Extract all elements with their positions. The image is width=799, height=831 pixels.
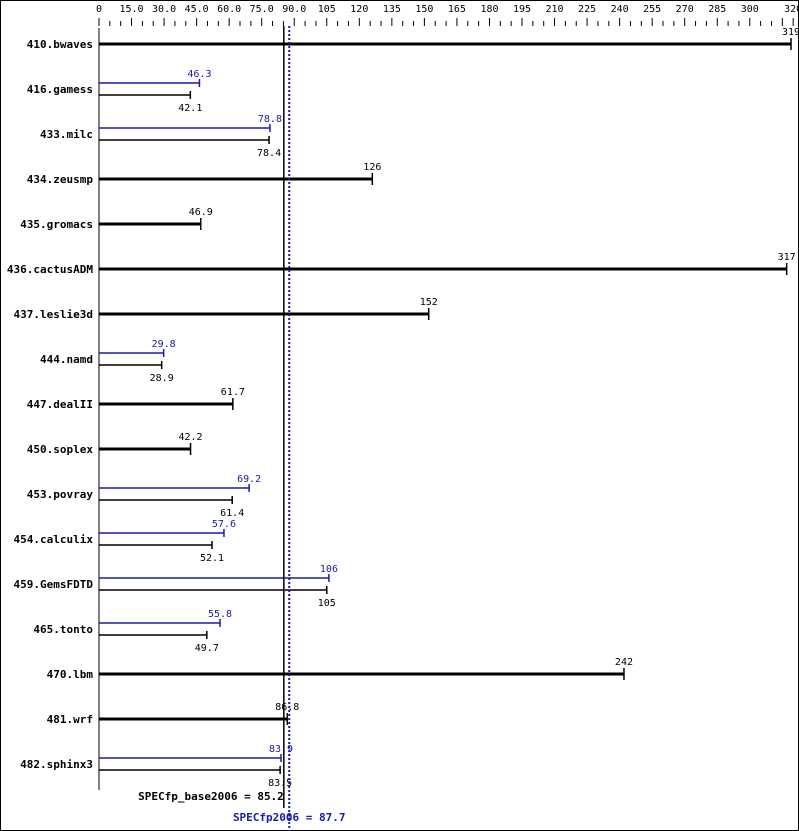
x-tick-label: 320 (784, 4, 799, 15)
base-value-label: 83.5 (268, 778, 292, 789)
base-value-label: 152 (420, 297, 438, 308)
peak-value-label: 55.8 (208, 609, 232, 620)
base-value-label: 78.4 (257, 148, 281, 159)
x-tick-label: 90.0 (282, 4, 306, 15)
base-value-label: 52.1 (200, 553, 224, 564)
base-value-label: 126 (363, 162, 381, 173)
category-label: 416.gamess (27, 83, 93, 96)
x-tick-label: 285 (708, 4, 726, 15)
base-reference-label: SPECfp_base2006 = 85.2 (138, 790, 284, 803)
x-tick-label: 195 (513, 4, 531, 15)
peak-value-label: 46.3 (187, 69, 211, 80)
x-tick-label: 225 (578, 4, 596, 15)
category-label: 453.povray (27, 488, 94, 501)
peak-value-label: 57.6 (212, 519, 236, 530)
peak-value-label: 69.2 (237, 474, 261, 485)
category-label: 459.GemsFDTD (14, 578, 94, 591)
peak-reference-label: SPECfp2006 = 87.7 (233, 811, 346, 824)
category-label: 436.cactusADM (7, 263, 93, 276)
base-value-label: 42.1 (178, 103, 202, 114)
peak-value-label: 106 (320, 564, 338, 575)
category-label: 482.sphinx3 (20, 758, 93, 771)
x-tick-label: 210 (546, 4, 564, 15)
x-tick-label: 150 (415, 4, 433, 15)
peak-value-label: 78.8 (258, 114, 282, 125)
base-value-label: 242 (615, 657, 633, 668)
x-tick-label: 240 (611, 4, 629, 15)
category-label: 454.calculix (14, 533, 94, 546)
x-tick-label: 105 (318, 4, 336, 15)
category-label: 444.namd (40, 353, 93, 366)
category-label: 470.lbm (47, 668, 94, 681)
x-tick-label: 120 (350, 4, 368, 15)
category-label: 481.wrf (47, 713, 93, 726)
x-tick-label: 255 (643, 4, 661, 15)
category-label: 465.tonto (33, 623, 93, 636)
base-value-label: 28.9 (150, 373, 174, 384)
base-value-label: 317 (778, 252, 796, 263)
base-value-label: 86.8 (275, 702, 299, 713)
base-value-label: 61.7 (221, 387, 245, 398)
category-label: 437.leslie3d (14, 308, 93, 321)
category-label: 450.soplex (27, 443, 94, 456)
base-value-label: 46.9 (189, 207, 213, 218)
base-value-label: 319 (782, 27, 799, 38)
x-tick-label: 270 (676, 4, 694, 15)
base-value-label: 105 (318, 598, 336, 609)
x-tick-label: 0 (96, 4, 102, 15)
category-label: 410.bwaves (27, 38, 93, 51)
x-tick-label: 300 (741, 4, 759, 15)
category-label: 447.dealII (27, 398, 93, 411)
category-label: 435.gromacs (20, 218, 93, 231)
x-tick-label: 135 (383, 4, 401, 15)
x-tick-label: 30.0 (152, 4, 176, 15)
x-tick-label: 180 (480, 4, 498, 15)
peak-value-label: 29.8 (152, 339, 176, 350)
x-tick-label: 45.0 (185, 4, 209, 15)
x-tick-label: 165 (448, 4, 466, 15)
base-value-label: 42.2 (178, 432, 202, 443)
x-tick-label: 15.0 (119, 4, 143, 15)
x-tick-label: 60.0 (217, 4, 241, 15)
base-value-label: 61.4 (220, 508, 244, 519)
x-tick-label: 75.0 (250, 4, 274, 15)
peak-value-label: 83.9 (269, 744, 293, 755)
base-value-label: 49.7 (195, 643, 219, 654)
category-label: 434.zeusmp (27, 173, 94, 186)
category-label: 433.milc (40, 128, 93, 141)
